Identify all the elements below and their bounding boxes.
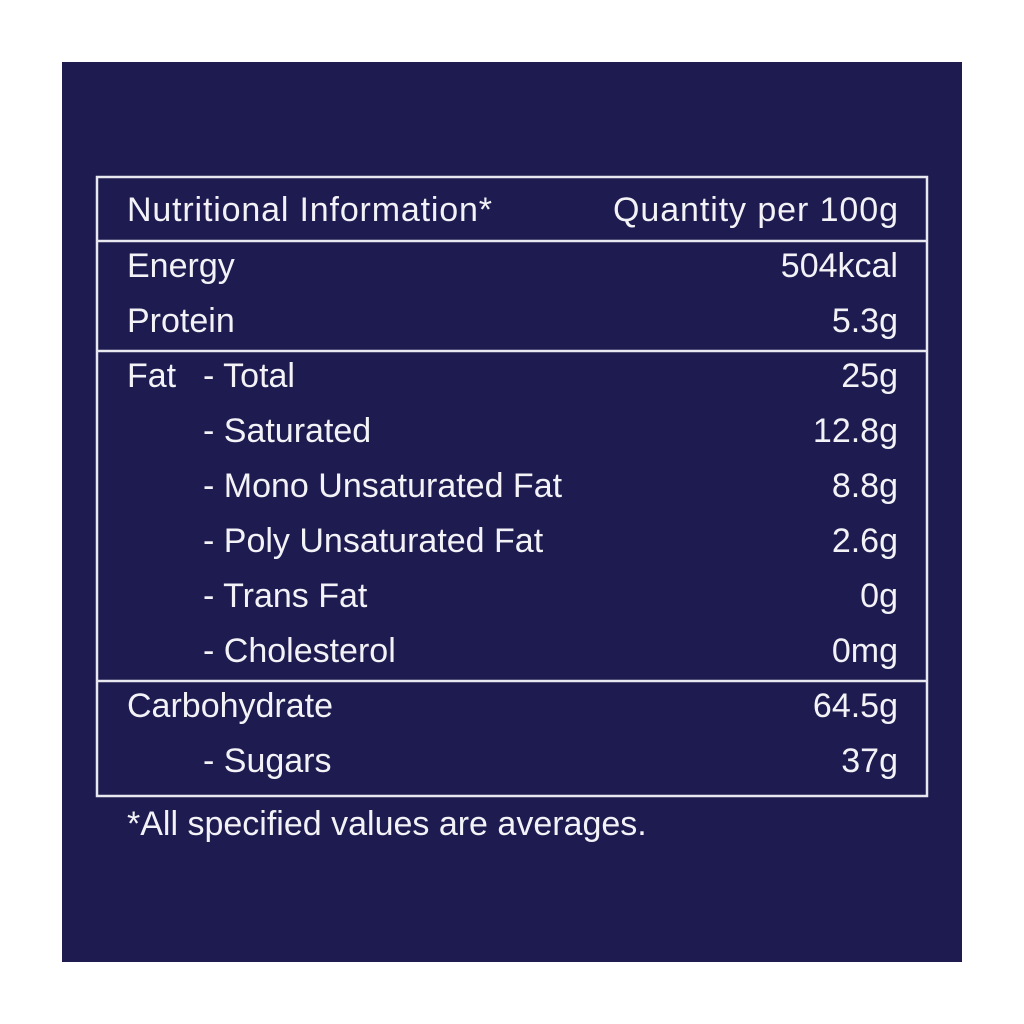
row-label: Carbohydrate [127, 687, 333, 725]
row-item: - Mono Unsaturated Fat [203, 467, 563, 505]
header-title: Nutritional Information* [127, 191, 492, 229]
footnote: *All specified values are averages. [127, 805, 647, 843]
table-border [95, 175, 929, 798]
row-value: 0g [860, 577, 898, 615]
row-value: 0mg [832, 632, 898, 670]
row-value: 37g [841, 742, 898, 780]
background [62, 62, 962, 962]
row-value: 504kcal [781, 247, 898, 285]
row-item: - Sugars [203, 742, 332, 780]
row-label: Energy [127, 247, 235, 285]
row-value: 12.8g [813, 412, 898, 450]
row-item: - Total [203, 357, 295, 395]
row-value: 5.3g [832, 302, 898, 340]
row-value: 25g [841, 357, 898, 395]
row-value: 2.6g [832, 522, 898, 560]
row-value: 64.5g [813, 687, 898, 725]
row-label: Fat [127, 357, 177, 395]
header-quantity: Quantity per 100g [613, 191, 898, 229]
row-item: - Trans Fat [203, 577, 368, 615]
row-value: 8.8g [832, 467, 898, 505]
row-item: - Saturated [203, 412, 371, 450]
row-label: Protein [127, 302, 235, 340]
row-item: - Cholesterol [203, 632, 396, 670]
row-item: - Poly Unsaturated Fat [203, 522, 544, 560]
